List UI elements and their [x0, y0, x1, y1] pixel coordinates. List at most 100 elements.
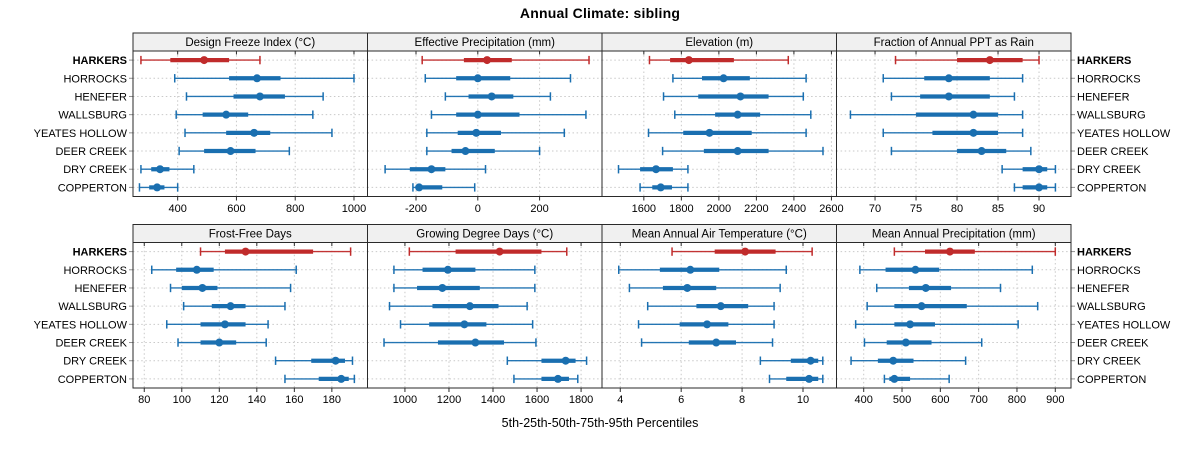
site-label-left: DRY CREEK — [63, 356, 127, 368]
median-dot — [561, 356, 570, 365]
axis-tick-label: 80 — [951, 203, 963, 215]
panel-title: Fraction of Annual PPT as Rain — [874, 37, 1034, 49]
percentile-row — [1013, 183, 1057, 192]
axis-tick-label: 4 — [617, 394, 623, 406]
median-dot — [200, 56, 209, 65]
percentile-row — [875, 283, 1002, 293]
median-dot — [805, 374, 814, 383]
site-label-left: DEER CREEK — [55, 338, 127, 350]
median-dot — [255, 92, 264, 101]
percentile-row — [850, 356, 967, 365]
median-dot — [985, 56, 994, 65]
panel-bg — [836, 242, 1071, 388]
percentile-row — [424, 74, 572, 83]
percentile-row — [138, 183, 179, 192]
median-dot — [198, 283, 207, 292]
median-dot — [473, 110, 482, 119]
axis-tick-label: 1000 — [393, 394, 417, 406]
percentile-row — [175, 110, 314, 119]
median-dot — [465, 302, 474, 311]
percentile-row — [383, 338, 537, 347]
median-dot — [945, 247, 954, 256]
median-dot — [911, 265, 920, 274]
axis-tick-label: 1000 — [342, 203, 366, 215]
panel-border — [836, 50, 1072, 197]
percentile-row — [1001, 165, 1057, 174]
axis-tick-label: 80 — [138, 394, 150, 406]
site-label-left: DRY CREEK — [63, 164, 127, 176]
site-label-left: YEATES HOLLOW — [34, 128, 128, 140]
panel-title: Mean Annual Air Temperature (°C) — [632, 229, 807, 241]
median-dot — [889, 356, 898, 365]
median-dot — [220, 320, 229, 329]
panel: Design Freeze Index (°C) 400 600 800 1000 — [129, 32, 368, 215]
axis-tick-label: 2200 — [744, 203, 768, 215]
axis-tick-label: 1200 — [437, 394, 461, 406]
percentile-row — [444, 92, 552, 101]
axis-tick-label: 400 — [855, 394, 873, 406]
median-dot — [438, 283, 447, 292]
axis-tick-label: 70 — [869, 203, 881, 215]
axis-tick-label: 100 — [173, 394, 191, 406]
percentile-row — [199, 247, 352, 256]
median-dot — [716, 302, 725, 311]
site-label-left: HENEFER — [74, 91, 127, 103]
axis-tick-label: 800 — [1008, 394, 1026, 406]
axis-tick-label: 400 — [168, 203, 186, 215]
panel: Frost-Free Days 80 100 120 140 160 180 — [129, 224, 368, 406]
median-dot — [495, 247, 504, 256]
percentile-row — [661, 146, 824, 156]
panel: Fraction of Annual PPT as Rain 70 75 80 85 90 — [836, 32, 1075, 215]
panel-title: Effective Precipitation (mm) — [415, 37, 556, 49]
percentile-row — [890, 92, 1016, 101]
panel-bg — [602, 242, 837, 388]
percentile-row — [648, 55, 790, 65]
percentile-row — [393, 283, 536, 293]
percentile-row — [140, 165, 195, 174]
median-dot — [917, 302, 926, 311]
site-label-right: HENEFER — [1077, 91, 1130, 103]
median-dot — [483, 56, 492, 65]
panel: Mean Annual Air Temperature (°C) 4 6 8 10 — [601, 224, 837, 406]
panel-title: Design Freeze Index (°C) — [185, 37, 315, 49]
percentile-row — [506, 356, 588, 365]
percentile-row — [893, 247, 1057, 256]
axis-tick-label: 800 — [286, 203, 304, 215]
median-dot — [331, 356, 340, 365]
site-label-left: WALLSBURG — [58, 110, 127, 122]
axis-tick-label: 600 — [227, 203, 245, 215]
median-dot — [487, 92, 496, 101]
percentile-row — [178, 146, 291, 156]
axis-tick-label: 140 — [248, 394, 266, 406]
percentile-row — [863, 338, 983, 347]
site-label-right: HARKERS — [1077, 247, 1131, 259]
site-label-left: HORROCKS — [63, 265, 127, 277]
panel-bg — [133, 51, 368, 197]
site-label-left: COPPERTON — [58, 182, 127, 194]
percentile-row — [430, 110, 587, 119]
median-dot — [703, 320, 712, 329]
panel: Elevation (m) 1600 1800 2000 2200 2400 2600 — [601, 32, 844, 215]
axis-tick-label: 0 — [475, 203, 481, 215]
median-dot — [712, 338, 721, 347]
percentile-row — [672, 74, 807, 83]
median-dot — [461, 147, 470, 156]
percentile-row — [618, 265, 787, 274]
median-dot — [226, 147, 235, 156]
percentile-row — [426, 146, 541, 156]
site-label-left: DEER CREEK — [55, 146, 127, 158]
site-label-right: DEER CREEK — [1077, 338, 1149, 350]
percentile-row — [388, 301, 528, 311]
site-label-left: HENEFER — [74, 283, 127, 295]
site-label-right: YEATES HOLLOW — [1077, 319, 1171, 331]
percentile-row — [421, 55, 590, 65]
percentile-row — [393, 265, 536, 274]
site-label-left: HARKERS — [73, 55, 127, 67]
median-dot — [686, 265, 695, 274]
percentile-row — [866, 301, 1039, 311]
percentile-row — [854, 320, 1019, 329]
percentile-row — [617, 165, 689, 174]
median-dot — [553, 374, 562, 383]
percentile-row — [140, 55, 261, 65]
